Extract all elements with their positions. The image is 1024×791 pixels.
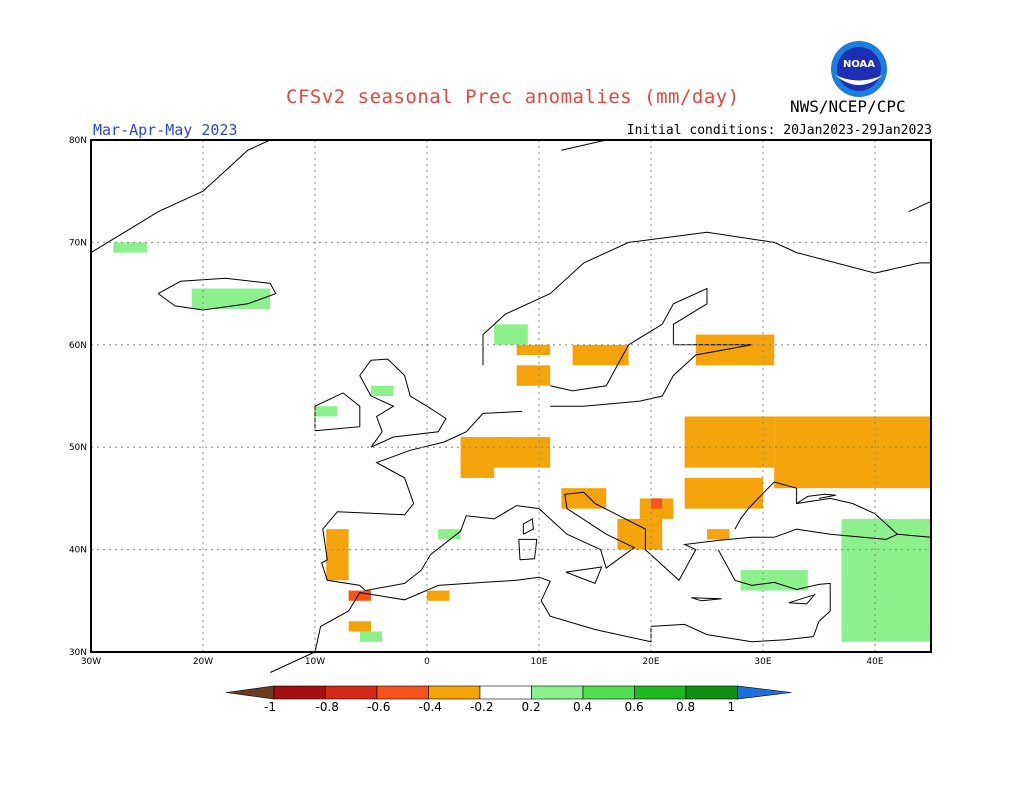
anomaly-cell-17: [617, 518, 663, 550]
initial-conditions-label: Initial conditions: 20Jan2023-29Jan2023: [626, 123, 932, 138]
map-frame: [90, 139, 932, 653]
coastline-3: [550, 287, 752, 407]
colorbar-right-arrow: [737, 685, 792, 700]
anomaly-cell-3: [516, 344, 551, 356]
coastline-13: [788, 593, 817, 605]
colorbar-segment: [273, 685, 326, 700]
colorbar-tick-label: 0.8: [676, 700, 696, 714]
anomaly-cell-5: [371, 385, 394, 396]
lat-label: 60N: [69, 341, 87, 351]
noaa-logo-text: NOAA: [843, 59, 875, 70]
coastline-4: [359, 358, 447, 448]
anomaly-cell-6: [516, 365, 551, 386]
anomaly-cell-15: [651, 498, 663, 509]
anomaly-cell-18: [707, 529, 730, 540]
colorbar-tick-label: -0.8: [315, 700, 339, 714]
org-label: NWS/NCEP/CPC: [790, 97, 906, 116]
lon-label: 30E: [754, 657, 771, 667]
coastline-11: [565, 566, 603, 585]
colorbar-tick-label: 0.6: [624, 700, 644, 714]
anomaly-cell-26: [740, 570, 808, 591]
colorbar-tick-label: 0.4: [573, 700, 593, 714]
lat-label: 70N: [69, 238, 87, 248]
colorbar-segment: [685, 685, 738, 700]
lat-label: 40N: [69, 546, 87, 556]
colorbar-segment: [582, 685, 635, 700]
lat-label: 30N: [69, 648, 87, 658]
colorbar-tick-label: 1: [727, 700, 736, 714]
coastline-6: [321, 410, 899, 592]
anomaly-cell-22: [359, 631, 383, 642]
noaa-logo-icon: NOAA: [831, 41, 887, 97]
colorbar-segment: [531, 685, 584, 700]
anomaly-cell-7: [572, 344, 629, 366]
colorbar-segment: [325, 685, 378, 700]
colorbar-segment: [428, 685, 481, 700]
coastline-17: [796, 493, 836, 504]
coastline-16: [908, 200, 932, 213]
chart-title: CFSv2 seasonal Prec anomalies (mm/day): [286, 86, 740, 108]
coastline-1: [157, 277, 277, 311]
anomaly-cell-24: [427, 590, 450, 601]
lon-label: 20W: [193, 657, 213, 667]
coastline-9: [518, 538, 538, 561]
lat-label: 50N: [69, 443, 87, 453]
anomaly-cell-23: [438, 529, 461, 540]
anomaly-cell-21: [348, 621, 371, 632]
anomaly-cell-11: [684, 416, 775, 468]
lon-label: 40E: [866, 657, 883, 667]
colorbar-tick-label: -0.4: [418, 700, 442, 714]
anomaly-cell-2: [494, 324, 528, 345]
anomaly-cell-4: [315, 406, 338, 417]
anomaly-cell-25: [841, 518, 931, 642]
lon-label: 10W: [305, 657, 325, 667]
colorbar-left-arrow: [225, 685, 275, 700]
anomaly-cell-12: [774, 416, 931, 489]
lon-label: 10E: [530, 657, 547, 667]
lon-label: 20E: [642, 657, 659, 667]
anomaly-cell-1: [191, 288, 271, 309]
coastline-15: [561, 139, 607, 151]
coastline-8: [269, 576, 814, 673]
coastline-0: [90, 139, 271, 254]
anomaly-cell-13: [684, 477, 763, 509]
coastline-10: [522, 518, 534, 535]
coastline-12: [691, 597, 722, 602]
coastline-14: [897, 533, 932, 538]
anomaly-cell-10: [460, 457, 495, 478]
colorbar-tick-label: -1: [264, 700, 276, 714]
colorbar-tick-label: 0.2: [521, 700, 541, 714]
anomaly-cell-19: [326, 529, 349, 581]
lon-label: 30W: [81, 657, 101, 667]
colorbar-tick-label: -0.6: [367, 700, 391, 714]
anomaly-cell-14: [639, 498, 674, 519]
coastline-7: [717, 549, 831, 637]
colorbar-segment: [634, 685, 687, 700]
lon-label: 0: [424, 657, 430, 667]
colorbar-segment: [376, 685, 429, 700]
anomaly-cell-20: [348, 590, 371, 601]
season-label: Mar-Apr-May 2023: [93, 121, 238, 139]
anomaly-cell-0: [113, 242, 147, 253]
anomaly-cell-8: [695, 334, 775, 366]
lat-label: 80N: [69, 136, 87, 146]
colorbar-segment: [479, 685, 532, 700]
colorbar-tick-label: -0.2: [470, 700, 494, 714]
coastline-2: [482, 231, 931, 366]
